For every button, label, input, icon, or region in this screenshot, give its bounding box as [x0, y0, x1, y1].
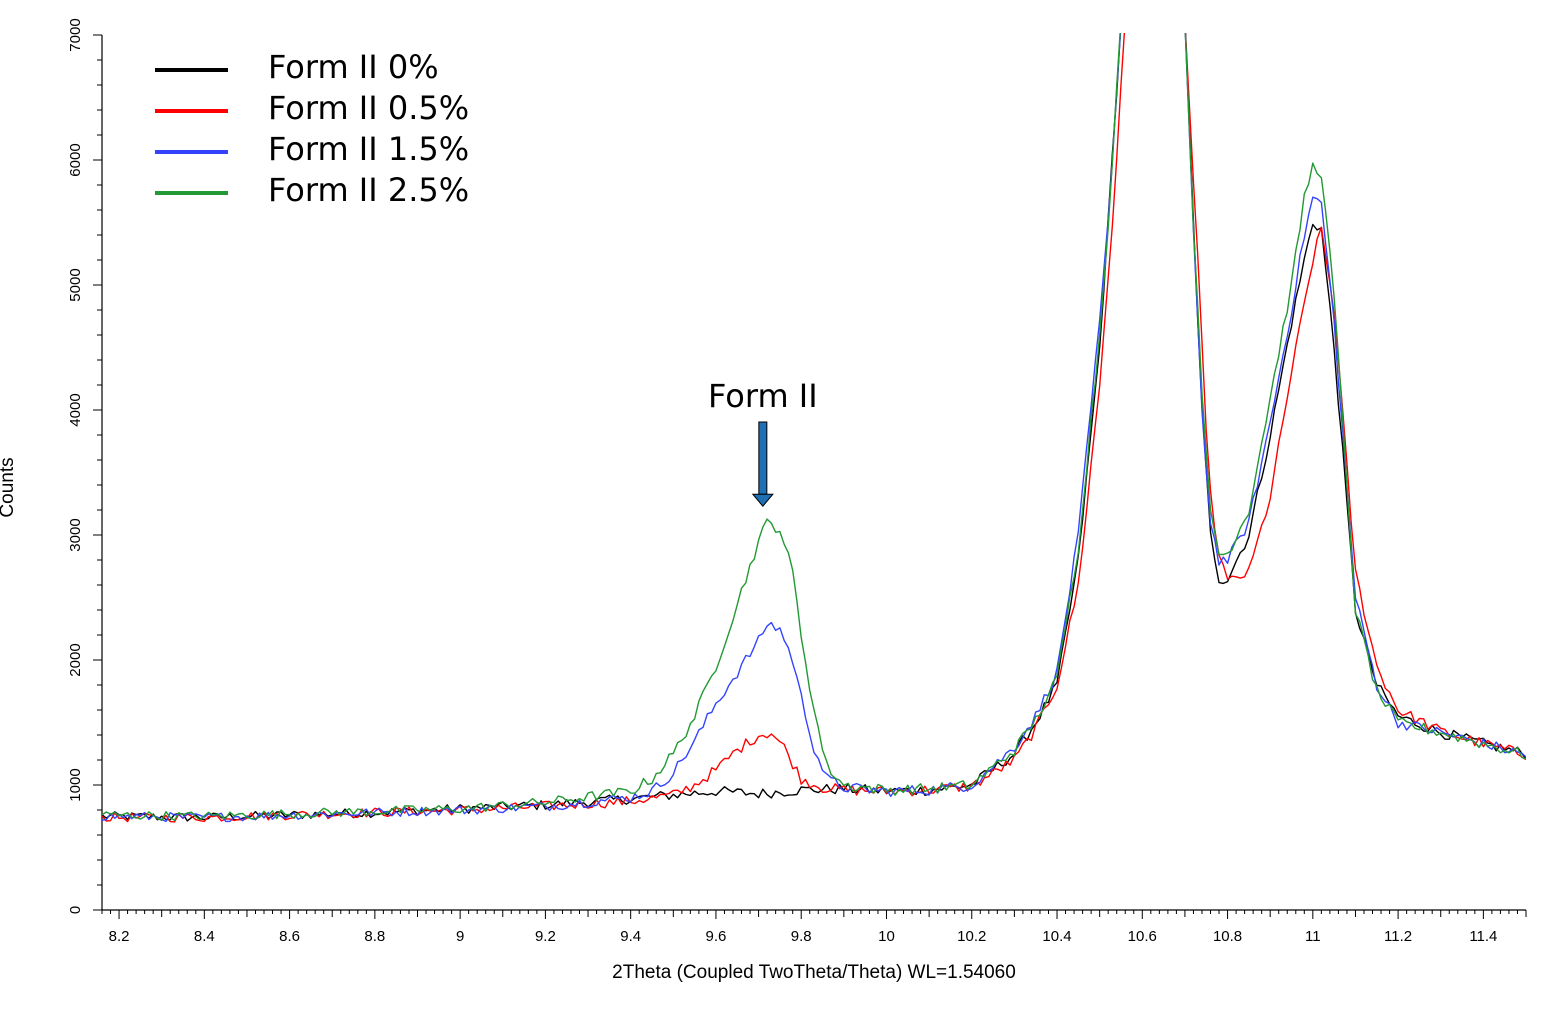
y-tick-label: 1000: [67, 768, 84, 801]
x-tick-label: 9.2: [535, 928, 556, 945]
y-tick-label: 0: [67, 906, 84, 914]
series-line-3: [102, 33, 1526, 822]
y-tick-label: 2000: [67, 643, 84, 676]
x-tick-label: 11.2: [1384, 928, 1412, 945]
legend: Form II 0%Form II 0.5%Form II 1.5%Form I…: [155, 48, 469, 209]
x-tick-label: 10.8: [1213, 928, 1242, 945]
x-tick-label: 11.4: [1469, 928, 1497, 945]
y-tick-label: 7000: [67, 18, 84, 51]
annotations: Form II: [708, 377, 818, 508]
x-tick-label: 10.4: [1042, 928, 1071, 945]
x-tick-label: 9.4: [620, 928, 641, 945]
x-tick-label: 8.6: [279, 928, 300, 945]
x-tick-label: 10: [878, 928, 895, 945]
series-layer: [102, 33, 1526, 823]
legend-entry-1: Form II 0.5%: [268, 89, 469, 127]
annotation-label: Form II: [708, 377, 818, 415]
y-tick-label: 6000: [67, 143, 84, 176]
y-axis-title: Counts: [0, 457, 18, 517]
x-tick-label: 8.8: [364, 928, 385, 945]
x-tick-label: 10.6: [1128, 928, 1157, 945]
x-tick-label: 9.8: [791, 928, 812, 945]
down-arrow-icon: [751, 421, 774, 508]
legend-entry-2: Form II 1.5%: [268, 130, 469, 168]
y-tick-label: 4000: [67, 393, 84, 426]
series-line-2: [102, 33, 1526, 823]
x-tick-label: 8.2: [109, 928, 130, 945]
x-tick-label: 8.4: [194, 928, 215, 945]
x-tick-label: 10.2: [957, 928, 986, 945]
x-tick-label: 9.6: [706, 928, 727, 945]
x-tick-label: 11: [1305, 928, 1321, 945]
legend-entry-0: Form II 0%: [268, 48, 439, 86]
axes: 8.2 8.4 8.6 8.8 9 9.2 9.4 9.6 9.8 10 10.2 10.4 10.6 1…: [67, 18, 1527, 945]
y-tick-label: 3000: [67, 518, 84, 551]
legend-entry-3: Form II 2.5%: [268, 171, 469, 209]
y-tick-label: 5000: [67, 268, 84, 301]
x-axis-title: 2Theta (Coupled TwoTheta/Theta) WL=1.540…: [612, 962, 1016, 983]
x-tick-label: 9: [456, 928, 464, 945]
